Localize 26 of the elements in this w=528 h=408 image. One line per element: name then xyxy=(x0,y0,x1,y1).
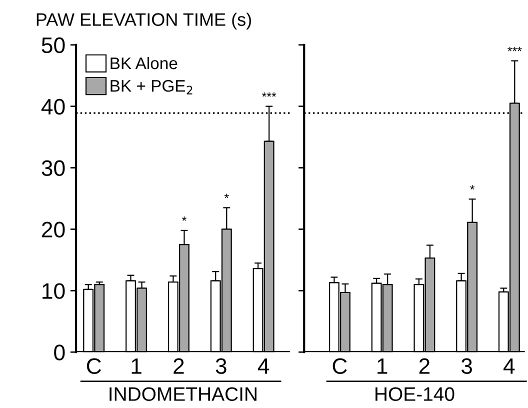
x-axis-title: HOE-140 xyxy=(376,387,454,401)
legend-label: BK Alone xyxy=(110,56,178,70)
x-tick-label: 2 xyxy=(419,358,430,374)
x-tick-label: 2 xyxy=(174,358,184,374)
annotation: * xyxy=(470,185,475,190)
legend-label: BK + PGE$_{2}$ xyxy=(110,80,192,94)
y-tick-label: 0 xyxy=(54,344,65,360)
x-tick-label: 4 xyxy=(503,358,515,374)
x-tick-label: C xyxy=(86,358,102,374)
x-tick-label: 3 xyxy=(216,358,226,374)
y-tick-label: 50 xyxy=(42,37,65,54)
annotation: * xyxy=(182,216,186,221)
x-axis-title: INDOMETHACIN xyxy=(110,387,256,401)
annotation: * xyxy=(224,194,229,198)
y-tick-label: 20 xyxy=(42,222,65,238)
x-tick-label: C xyxy=(332,358,347,374)
y-tick-label: 10 xyxy=(42,283,65,299)
x-tick-label: 1 xyxy=(378,358,388,374)
x-tick-label: 4 xyxy=(258,358,270,374)
y-tick-label: 30 xyxy=(42,160,65,176)
y-tick-label: 40 xyxy=(41,98,65,115)
x-tick-label: 3 xyxy=(461,358,472,374)
x-tick-label: 1 xyxy=(132,358,142,374)
annotation: *** xyxy=(508,46,522,52)
y-axis-title: PAW ELEVATION TIME (s) xyxy=(36,12,251,30)
annotation: *** xyxy=(262,92,276,97)
